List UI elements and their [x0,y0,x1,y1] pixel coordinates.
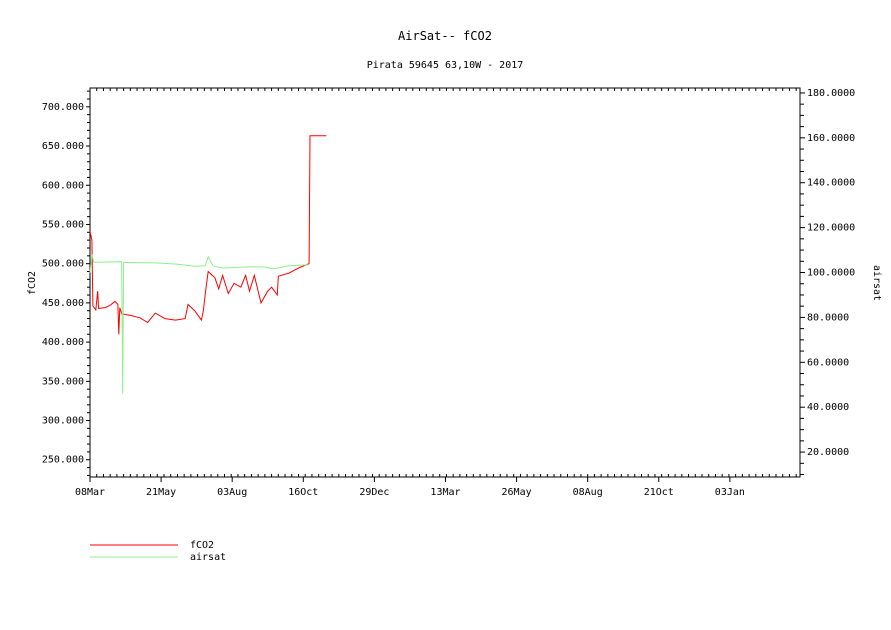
y-tick-label: 500.000 [42,259,84,270]
y-tick-label: 600.000 [42,180,84,191]
y2-tick-label: 60.0000 [807,357,849,368]
y2-tick-label: 180.0000 [807,88,855,99]
y-tick-label: 700.000 [42,102,84,113]
x-tick-label: 16Oct [288,487,318,498]
series-line-fco2 [89,135,327,335]
y2-axis-label: airsat [871,265,882,301]
y-tick-label: 550.000 [42,219,84,230]
y2-tick-label: 160.0000 [807,133,855,144]
y-tick-label: 300.000 [42,416,84,427]
axes: 250.000 300.000 350.000 400.000 450.000 500.0… [42,87,855,498]
x-tick-label: 08Aug [573,487,603,498]
x-tick-label: 21May [146,487,176,498]
y-tick-label: 250.000 [42,455,84,466]
y-axis-label: fCO2 [27,271,38,295]
x-tick-label: 03Jan [715,487,745,498]
y2-tick-label: 100.0000 [807,268,855,279]
y2-tick-label: 120.0000 [807,223,855,234]
chart-subtitle: Pirata 59645 63,10W - 2017 [367,60,524,71]
x-tick-label: 26May [502,487,532,498]
x-tick-label: 03Aug [217,487,247,498]
y2-tick-label: 140.0000 [807,178,855,189]
series-line-airsat [89,254,310,394]
plot-frame [89,87,801,478]
y2-tick-label: 20.0000 [807,447,849,458]
legend-label-fco2: fCO2 [190,540,214,551]
chart-title: AirSat-- fCO2 [398,29,492,43]
y-tick-label: 450.000 [42,298,84,309]
legend-label-airsat: airsat [190,552,226,563]
y-tick-label: 400.000 [42,337,84,348]
y2-tick-label: 80.0000 [807,312,849,323]
y-tick-label: 650.000 [42,141,84,152]
x-tick-label: 21Oct [644,487,674,498]
x-tick-label: 08Mar [75,487,105,498]
y2-tick-label: 40.0000 [807,402,849,413]
series-lines [89,135,327,394]
x-tick-label: 13Mar [430,487,460,498]
x-tick-label: 29Dec [359,487,389,498]
legend: fCO2 airsat [90,540,226,563]
y-tick-label: 350.000 [42,376,84,387]
